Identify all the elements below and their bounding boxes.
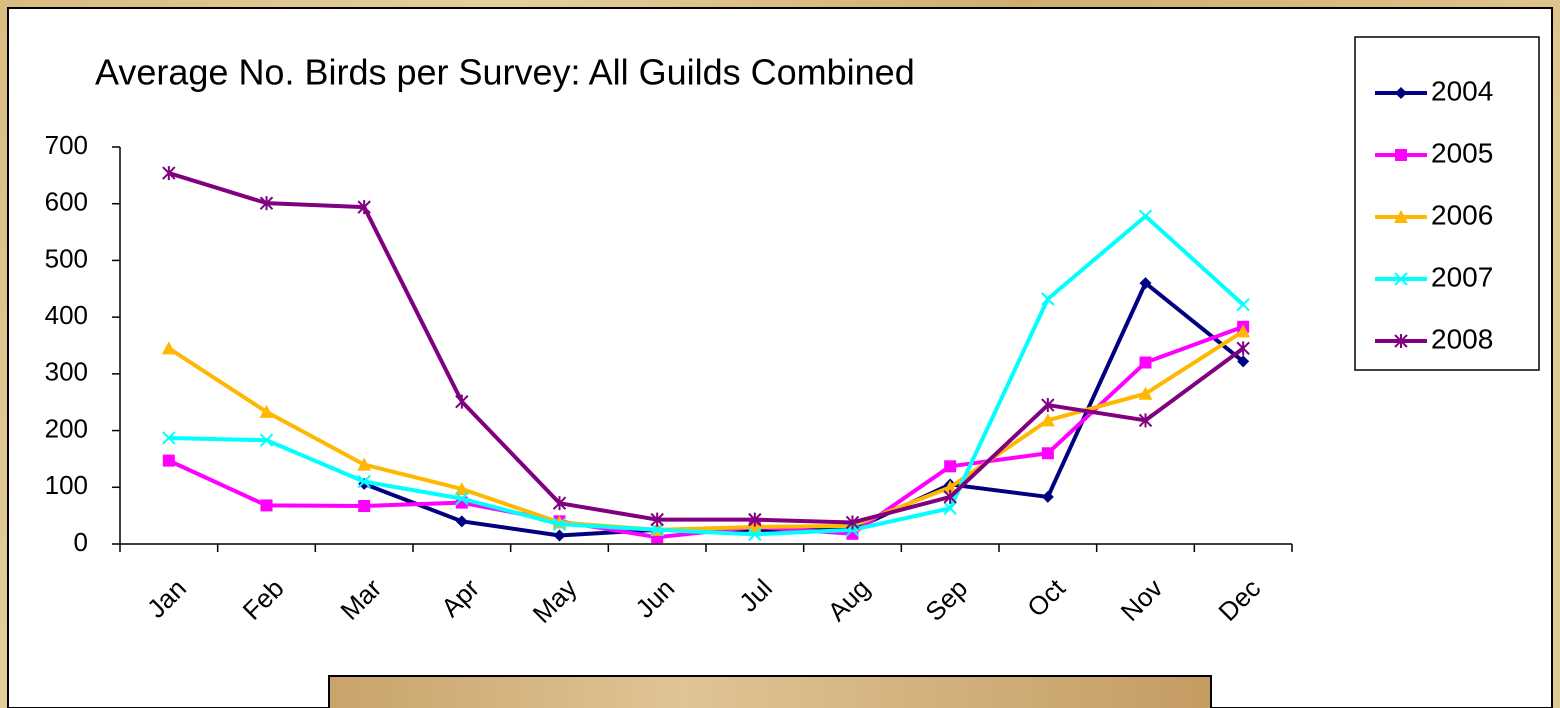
y-tick-label: 100 bbox=[45, 470, 88, 500]
page: Average No. Birds per Survey: All Guilds… bbox=[0, 0, 1560, 708]
marker bbox=[1395, 149, 1407, 161]
legend-label: 2007 bbox=[1431, 261, 1493, 292]
legend-label: 2005 bbox=[1431, 137, 1493, 168]
marker bbox=[261, 499, 273, 511]
y-tick-label: 300 bbox=[45, 357, 88, 387]
marker bbox=[358, 500, 370, 512]
y-tick-label: 400 bbox=[45, 300, 88, 330]
picture-box bbox=[329, 676, 1211, 708]
marker bbox=[1140, 357, 1152, 369]
y-tick-label: 200 bbox=[45, 413, 88, 443]
chart-title: Average No. Birds per Survey: All Guilds… bbox=[95, 52, 915, 93]
y-tick-label: 500 bbox=[45, 243, 88, 273]
marker bbox=[1042, 447, 1054, 459]
marker bbox=[163, 455, 175, 467]
marker bbox=[944, 460, 956, 472]
y-tick-label: 600 bbox=[45, 187, 88, 217]
legend-label: 2006 bbox=[1431, 199, 1493, 230]
y-tick-label: 700 bbox=[45, 130, 88, 160]
y-tick-label: 0 bbox=[74, 527, 88, 557]
legend-label: 2008 bbox=[1431, 323, 1493, 354]
legend-label: 2004 bbox=[1431, 75, 1493, 106]
